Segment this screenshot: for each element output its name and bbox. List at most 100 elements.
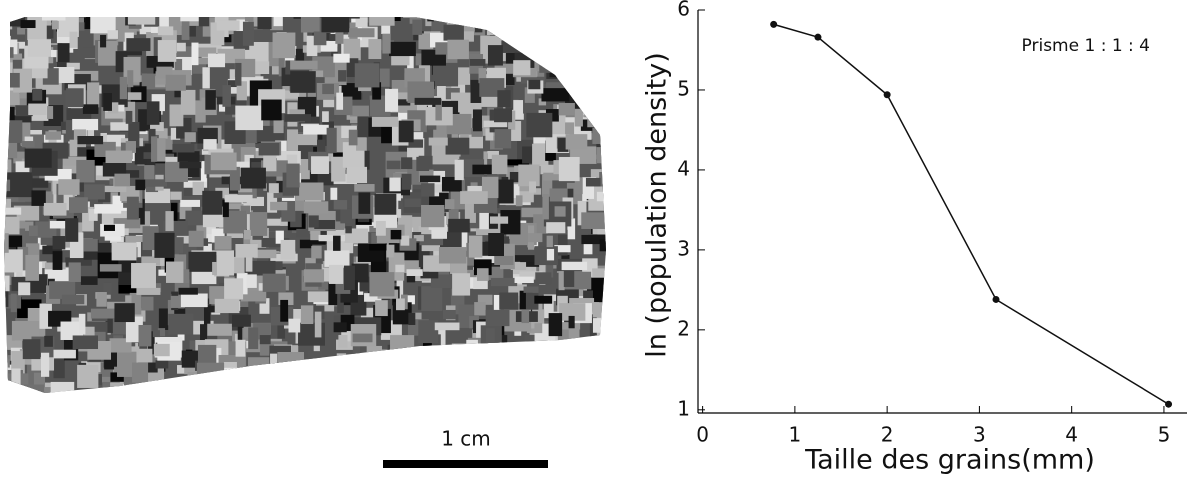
grain [170,202,178,221]
grain [77,17,93,30]
grain [546,28,573,42]
grain [389,41,416,57]
grain [4,387,24,393]
grain [94,372,120,383]
grain [545,17,559,22]
grain [513,361,522,386]
grain [262,273,286,292]
grain [524,87,535,103]
grain [589,26,603,40]
grain [170,191,182,200]
grain [491,368,507,386]
grain [413,235,424,242]
data-point [770,20,778,28]
grain [525,34,540,57]
grain [205,90,216,110]
y-axis-label: ln (population density) [642,52,673,358]
grain [103,224,115,231]
grain [110,372,135,382]
grain [44,335,53,347]
grain [10,293,17,313]
grain [599,239,606,252]
grain [500,210,521,235]
grain [306,35,318,57]
grain [72,335,99,350]
grain [0,294,3,312]
grain [364,293,382,302]
grain [27,39,51,57]
grain [371,116,399,127]
grain [259,298,270,314]
grain [594,17,606,22]
grain [580,17,592,27]
grain [530,47,547,54]
grain [144,188,171,204]
grain [4,359,10,368]
grain [593,24,606,38]
grain [111,242,137,261]
grain [331,156,346,182]
grain [151,136,158,162]
grain [375,220,386,236]
grain [270,380,284,391]
grain [53,66,75,84]
grain [416,156,430,171]
grain [501,40,523,53]
grain [218,367,243,393]
grain [90,308,119,319]
grain [156,380,171,393]
grain [135,179,146,191]
grain [107,30,118,39]
grain [273,388,284,393]
grain [244,154,254,164]
grain [178,287,198,295]
grain [460,357,468,382]
grain [521,310,530,324]
grain [135,387,160,393]
grain [126,196,139,220]
grain [127,17,156,25]
grain [4,207,22,215]
grain [4,275,10,292]
grain [554,206,566,217]
grain [590,0,611,9]
grain [371,369,394,381]
grain [255,365,274,383]
grain [555,350,573,364]
grain [514,369,532,388]
grain [590,91,606,109]
grain [100,34,107,48]
grain [415,361,438,384]
grain [180,17,201,26]
grain [313,366,339,380]
grain [314,40,338,52]
grain [44,168,72,181]
grain [443,24,464,41]
grain [244,17,254,22]
grain [17,27,29,35]
grain [290,71,316,93]
grain [421,286,443,312]
grain [56,62,80,70]
grain [466,339,478,357]
grain [421,183,435,197]
grain [179,161,202,169]
grain [203,307,211,325]
grain [574,73,588,98]
grain [353,386,369,393]
grain [125,235,153,243]
grain [586,91,606,100]
grain [520,260,545,267]
grain [574,339,583,359]
grain [396,298,405,311]
grain [4,17,16,26]
grain [193,57,211,65]
grain [170,127,181,140]
grain [313,31,327,46]
grain [382,33,391,54]
grain [518,353,537,370]
grain [515,195,523,207]
grain [4,35,11,52]
grain [28,103,47,116]
grain [532,53,555,64]
